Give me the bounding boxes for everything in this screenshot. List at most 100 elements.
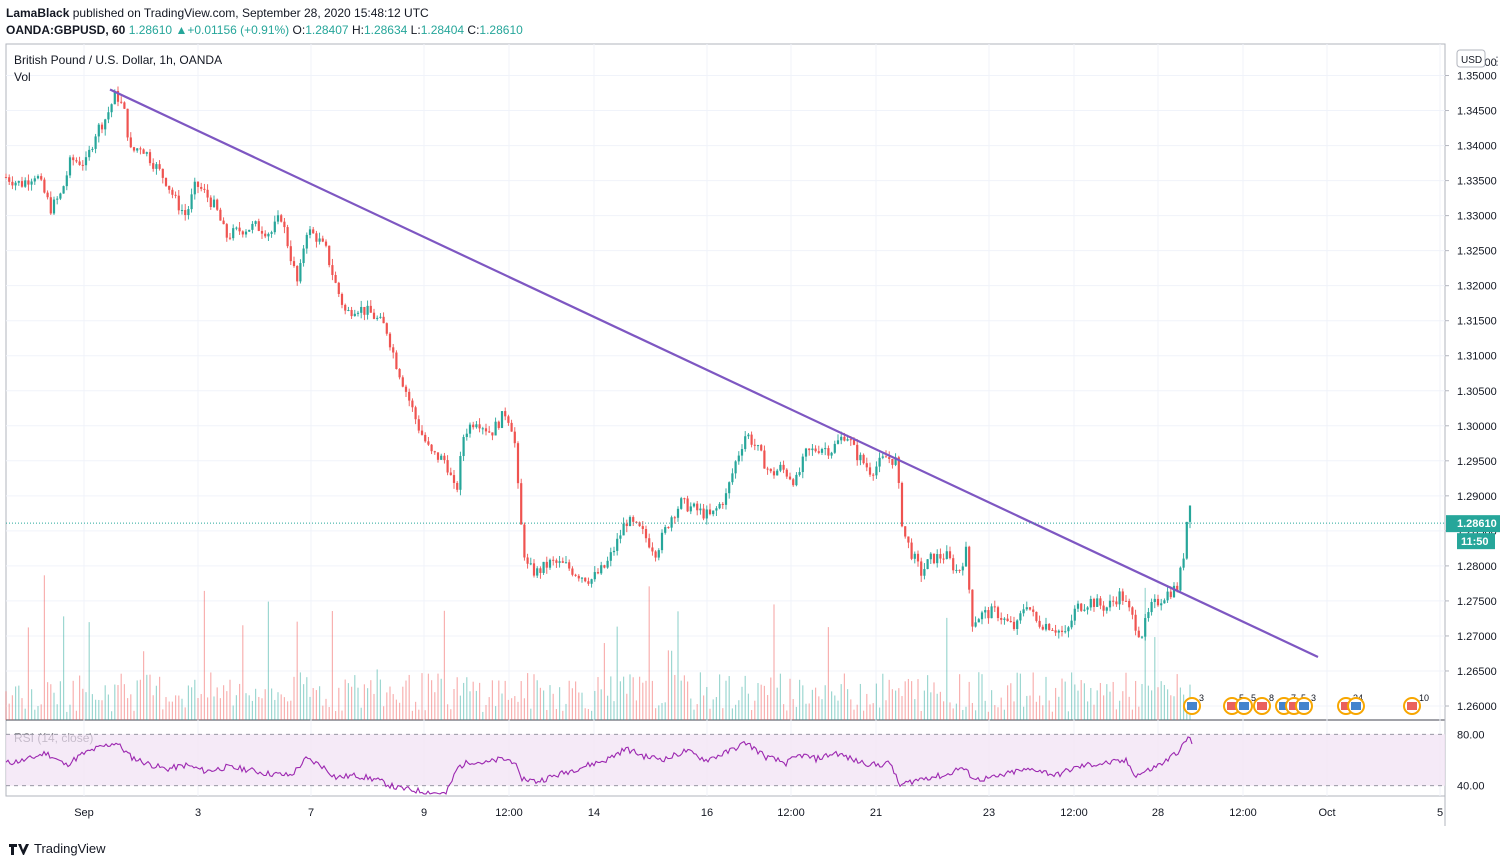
- candle-body: [699, 508, 702, 511]
- candle-body: [507, 416, 510, 423]
- volume-bar: [383, 706, 385, 720]
- x-tick-label: Sep: [74, 807, 94, 819]
- y-tick-label: 1.35000: [1457, 71, 1497, 83]
- candle-body: [580, 577, 584, 579]
- candle-body: [40, 176, 43, 180]
- volume-bar: [907, 678, 909, 720]
- volume-bar: [549, 685, 551, 720]
- volume-bar: [223, 685, 225, 720]
- publisher-name[interactable]: LamaBlack: [6, 6, 70, 20]
- candle-body: [273, 221, 276, 233]
- candle-body: [993, 606, 996, 608]
- candle-body: [1188, 505, 1192, 522]
- volume-bar: [709, 708, 711, 720]
- volume-bar: [274, 699, 276, 720]
- volume-bar: [197, 697, 199, 720]
- candle-body: [596, 572, 600, 574]
- candle-body: [926, 559, 929, 570]
- volume-bar: [1023, 706, 1025, 720]
- volume-bar: [904, 681, 906, 720]
- volume-bar: [283, 697, 285, 720]
- volume-bar: [479, 682, 481, 720]
- volume-bar: [1141, 683, 1143, 720]
- volume-bar: [315, 690, 317, 720]
- volume-bar: [159, 676, 161, 720]
- candle-body: [475, 424, 478, 428]
- volume-bar: [991, 690, 993, 720]
- volume-bar: [696, 704, 698, 720]
- volume-bar: [40, 704, 42, 720]
- volume-bar: [571, 688, 573, 720]
- candle-body: [865, 463, 868, 468]
- volume-bar: [207, 697, 209, 720]
- volume-bar: [559, 687, 561, 720]
- candle-body: [1150, 601, 1153, 613]
- volume-bar: [667, 650, 669, 720]
- candle-body: [619, 535, 622, 539]
- volume-bar: [277, 692, 279, 720]
- candle-body: [187, 209, 190, 216]
- candle-body: [692, 503, 696, 507]
- volume-bar: [511, 698, 513, 720]
- volume-bar: [683, 675, 685, 720]
- volume-bar: [1077, 690, 1079, 720]
- candle-body: [241, 231, 244, 235]
- volume-bar: [296, 621, 298, 720]
- volume-bar: [1128, 696, 1130, 720]
- candle-body: [904, 526, 907, 537]
- volume-bar: [639, 676, 641, 720]
- candle-body: [571, 568, 574, 575]
- volume-bar: [351, 686, 353, 720]
- candle-body: [996, 607, 1000, 619]
- candle-body: [363, 306, 366, 315]
- volume-bar: [619, 681, 621, 720]
- symbol-label[interactable]: OANDA:GBPUSD, 60: [6, 23, 126, 37]
- event-count-label: 8: [1269, 693, 1274, 703]
- volume-bar: [27, 627, 29, 720]
- volume-bar: [616, 626, 618, 720]
- current-price-label: 1.28610: [1457, 518, 1497, 530]
- candle-body: [916, 553, 920, 562]
- candle-body: [1092, 598, 1096, 607]
- volume-bar: [488, 697, 490, 720]
- volume-bar: [431, 680, 433, 720]
- candle-body: [536, 568, 539, 576]
- volume-bar: [523, 698, 525, 720]
- volume-bar: [994, 705, 996, 720]
- volume-bar: [248, 695, 250, 720]
- event-flag-icon: [1351, 702, 1361, 710]
- y-tick-label: 1.31500: [1457, 316, 1497, 328]
- candle-body: [308, 229, 312, 235]
- volume-bar: [229, 679, 231, 720]
- candle-body: [747, 434, 750, 437]
- volume-bar: [959, 674, 961, 720]
- volume-bar: [975, 710, 977, 720]
- tradingview-footer[interactable]: TradingView: [8, 841, 106, 856]
- candle-body: [132, 147, 136, 151]
- candle-body: [776, 470, 779, 476]
- volume-bar: [1087, 701, 1089, 720]
- candle-body: [1134, 614, 1137, 631]
- volume-bar: [187, 685, 189, 720]
- candle-body: [440, 455, 443, 460]
- candle-body: [516, 443, 520, 484]
- candle-body: [667, 527, 670, 529]
- candle-body: [788, 476, 792, 480]
- volume-bar: [578, 692, 580, 720]
- event-flag-icon: [1187, 702, 1197, 710]
- candle-body: [801, 456, 804, 473]
- candle-body: [468, 424, 472, 434]
- volume-bar: [242, 625, 244, 720]
- volume-bar: [63, 616, 65, 720]
- event-flag-icon: [1279, 702, 1289, 710]
- volume-bar: [1115, 709, 1117, 720]
- open-label: O:: [292, 23, 306, 37]
- candle-body: [158, 164, 161, 169]
- volume-bar: [219, 698, 221, 720]
- candle-body: [936, 554, 939, 564]
- candle-body: [504, 411, 507, 417]
- current-price-badge: [1446, 515, 1500, 533]
- candle-body: [1166, 591, 1169, 601]
- volume-bar: [1112, 681, 1114, 720]
- candle-body: [366, 305, 369, 315]
